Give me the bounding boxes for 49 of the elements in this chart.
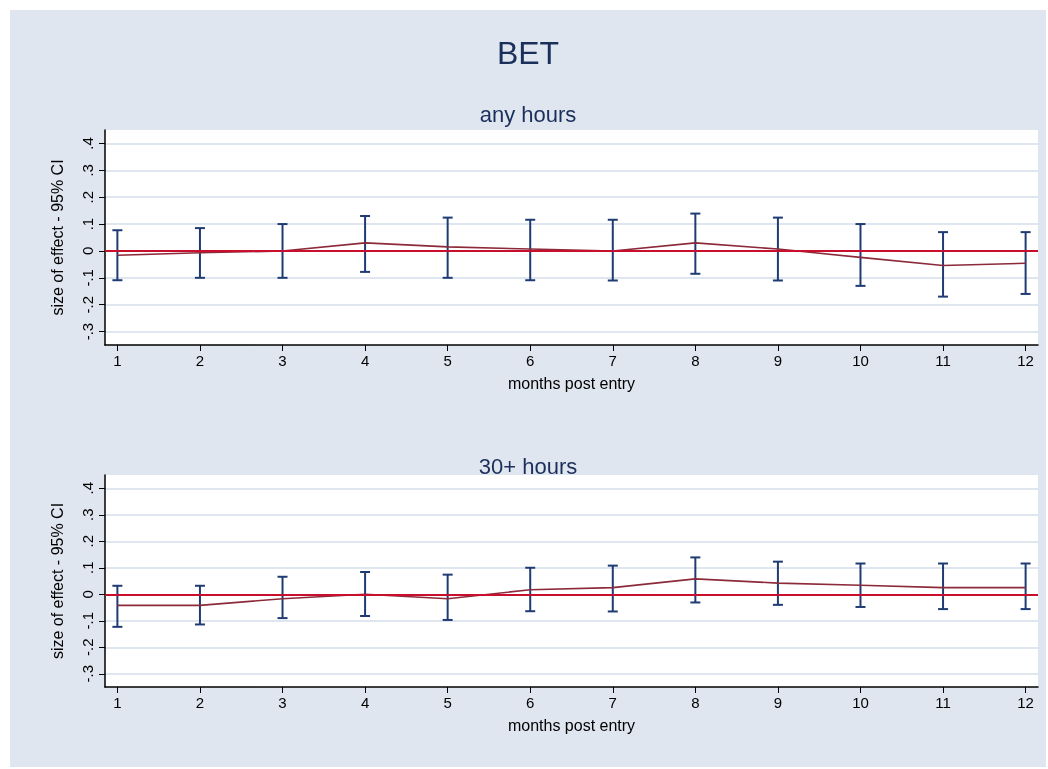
x-tick-label: 5	[443, 352, 452, 369]
y-tick-label: .3	[79, 508, 96, 522]
x-tick-label: 1	[113, 352, 122, 369]
x-tick-label: 11	[935, 352, 951, 369]
y-axis-title: size of effect - 95% CI	[48, 159, 66, 316]
x-tick-label: 9	[773, 694, 783, 711]
x-tick-label: 6	[526, 694, 535, 711]
x-axis-title: months post entry	[507, 374, 636, 392]
x-tick-label: 6	[526, 352, 535, 369]
x-tick-label: 10	[852, 352, 869, 369]
y-axis-title: size of effect - 95% CI	[48, 502, 66, 660]
line-series	[116, 242, 1027, 267]
y-tick-label: .2	[79, 190, 96, 204]
y-tick-label: -.2	[79, 295, 96, 314]
x-tick-label: 3	[278, 352, 287, 369]
y-tick-label: .3	[79, 164, 96, 177]
y-tick-label: -.2	[79, 638, 96, 657]
x-tick-label: 8	[691, 352, 700, 369]
y-tick-label: .2	[79, 534, 96, 548]
chart-title: BET	[496, 35, 560, 71]
chart-title: 30+ hours	[478, 453, 578, 479]
x-tick-label: 2	[195, 352, 205, 369]
x-tick-label: 12	[1017, 694, 1034, 711]
y-tick-label: -.3	[79, 664, 96, 683]
x-tick-label: 12	[1017, 352, 1034, 369]
x-axis-title: months post entry	[507, 716, 636, 734]
x-tick-label: 10	[852, 694, 869, 711]
x-tick-label: 7	[608, 352, 617, 369]
y-tick-label: .1	[79, 217, 96, 231]
x-tick-label: 2	[195, 694, 205, 711]
x-tick-label: 5	[443, 694, 452, 711]
y-tick-label: .1	[79, 561, 96, 575]
x-tick-label: 11	[935, 694, 951, 711]
x-tick-label: 4	[360, 694, 370, 711]
x-tick-label: 8	[691, 694, 700, 711]
y-tick-label: .4	[79, 481, 96, 495]
y-tick-label: 0	[79, 246, 96, 256]
x-tick-label: 7	[608, 694, 617, 711]
x-tick-label: 9	[773, 352, 783, 369]
y-tick-label: -.1	[79, 269, 96, 287]
y-tick-label: .4	[79, 137, 96, 150]
x-tick-label: 4	[360, 352, 370, 369]
y-tick-label: -.3	[79, 322, 96, 341]
y-tick-label: -.1	[79, 611, 96, 630]
chart-subtitle: any hours	[479, 101, 577, 127]
x-tick-label: 1	[113, 694, 122, 711]
y-tick-label: 0	[79, 590, 96, 599]
x-tick-label: 3	[278, 694, 287, 711]
line-series	[116, 578, 1027, 607]
